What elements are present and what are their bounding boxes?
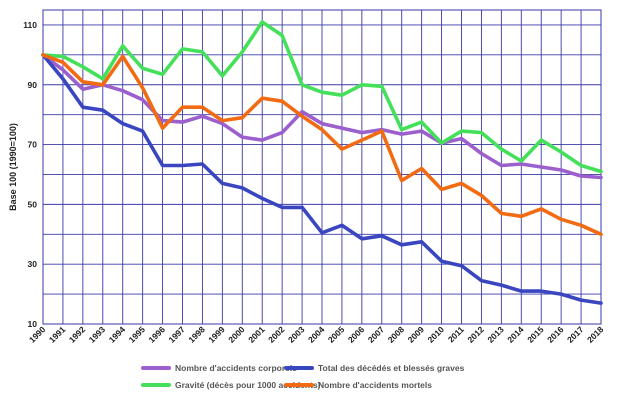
series-line-3 [41,53,603,237]
y-tick-label: 50 [28,199,38,209]
x-tick-label: 2018 [585,324,606,345]
x-tick-label: 2007 [366,324,387,345]
x-tick-label: 2003 [286,324,307,345]
legend-label: Nombre d'accidents mortels [318,380,432,390]
x-tick-label: 1994 [107,324,128,345]
series-line-1 [41,53,603,305]
legend-item: Nombre d'accidents corporels [141,363,297,373]
x-tick-label: 2017 [565,324,586,345]
grid [42,9,602,325]
x-tick-label: 1992 [67,324,88,345]
x-tick-label: 2002 [266,324,287,345]
series-lines [41,20,603,305]
x-tick-label: 1995 [127,324,148,345]
x-tick-label: 1993 [87,324,108,345]
y-tick-label: 30 [28,259,38,269]
x-tick-label: 2004 [306,324,327,345]
x-tick-label: 2006 [346,324,367,345]
x-tick-label: 2012 [465,324,486,345]
legend-item: Nombre d'accidents mortels [284,380,432,390]
legend-item: Gravité (décès pour 1000 accidents) [141,380,321,390]
legend: Nombre d'accidents corporels Total des dé… [141,363,465,390]
x-tick-label: 2016 [545,324,566,345]
legend-label: Gravité (décès pour 1000 accidents) [175,380,321,390]
x-tick-label: 2000 [226,324,247,345]
x-tick-label: 2011 [446,324,466,344]
x-tick-label: 2005 [326,324,347,345]
legend-label: Total des décédés et blessés graves [318,363,465,373]
x-tick-label: 1991 [47,324,68,345]
x-tick-label: 2010 [426,324,447,345]
x-tick-label: 2008 [386,324,407,345]
x-tick-label: 1999 [206,324,227,345]
y-tick-label: 70 [28,140,38,150]
x-tick-label: 2014 [505,324,526,345]
y-axis-title: Base 100 (1990=100) [8,123,18,211]
x-tick-label: 1998 [186,324,207,345]
x-tick-label: 1996 [147,324,168,345]
legend-item: Total des décédés et blessés graves [284,363,465,373]
x-tick-label: 2001 [246,324,267,345]
x-tick-label: 1997 [166,324,187,345]
y-tick-label: 110 [23,20,37,30]
series-line-0 [41,53,603,180]
y-tick-label: 90 [28,80,38,90]
x-tick-label: 2013 [485,324,506,345]
series-line-2 [41,20,603,174]
y-tick-label: 10 [28,319,38,329]
x-tick-label: 2015 [525,324,546,345]
x-tick-label: 2009 [406,324,427,345]
legend-label: Nombre d'accidents corporels [175,363,297,373]
